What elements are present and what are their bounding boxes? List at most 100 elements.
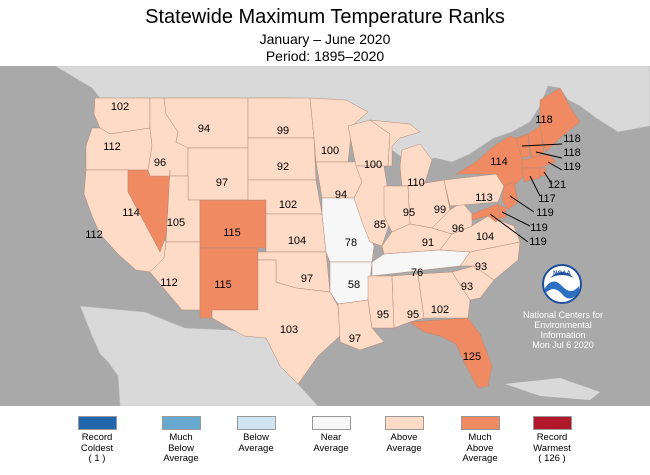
legend-item: Below Average bbox=[216, 416, 296, 454]
rank-label-nc: 93 bbox=[475, 261, 487, 273]
rank-label-pa: 113 bbox=[475, 192, 493, 204]
rank-label-ma: 119 bbox=[563, 161, 581, 173]
leader-lines bbox=[489, 143, 563, 243]
rank-label-ut: 105 bbox=[167, 217, 185, 229]
noaa-logo-bird bbox=[550, 272, 574, 278]
rank-label-mi: 110 bbox=[407, 177, 425, 189]
state-ri bbox=[539, 167, 547, 177]
rank-label-ks: 104 bbox=[288, 235, 306, 247]
rank-label-me: 118 bbox=[535, 114, 553, 126]
state-pa bbox=[443, 173, 505, 207]
state-sd bbox=[247, 137, 317, 181]
leader-line-md bbox=[489, 213, 529, 243]
rank-label-wy: 97 bbox=[216, 177, 228, 189]
leader-line-ct bbox=[529, 175, 541, 197]
rank-label-wv: 96 bbox=[452, 223, 464, 235]
rank-label-ar: 58 bbox=[348, 279, 360, 291]
credit-line-1: National Centers for bbox=[523, 310, 603, 320]
legend-item: Record Warmest ( 126 ) bbox=[512, 416, 592, 465]
date-range: January – June 2020 bbox=[259, 31, 391, 47]
rank-label-md: 119 bbox=[529, 236, 547, 248]
noaa-logo: NOAA bbox=[542, 264, 582, 304]
rank-label-tx: 103 bbox=[280, 324, 298, 336]
legend: Record Coldest ( 1 ) Much Below Average Be… bbox=[0, 406, 650, 475]
rank-label-sd: 92 bbox=[277, 161, 289, 173]
leader-line-vt bbox=[521, 143, 563, 147]
rank-label-ri: 121 bbox=[548, 179, 566, 191]
state-sc bbox=[451, 265, 495, 301]
rank-label-mn: 100 bbox=[321, 145, 339, 157]
leader-line-ma bbox=[547, 161, 563, 171]
legend-swatch bbox=[161, 416, 201, 430]
rank-label-tn: 76 bbox=[411, 267, 423, 279]
state-nh bbox=[527, 125, 545, 161]
leader-line-ri bbox=[543, 171, 553, 185]
rank-label-ia: 94 bbox=[335, 189, 347, 201]
rank-label-wa: 102 bbox=[111, 101, 129, 113]
rank-label-va: 104 bbox=[476, 231, 494, 243]
legend-label: Much Below Average bbox=[163, 432, 199, 464]
legend-label: Above Average bbox=[386, 432, 422, 454]
rank-label-id: 96 bbox=[154, 157, 166, 169]
legend-swatch bbox=[532, 416, 572, 430]
rank-label-co: 115 bbox=[223, 227, 241, 239]
rank-label-sc: 93 bbox=[461, 281, 473, 293]
rank-label-nj: 119 bbox=[536, 207, 554, 219]
state-ms bbox=[367, 275, 395, 329]
rank-label-ms: 95 bbox=[377, 309, 389, 321]
legend-item: Near Average bbox=[291, 416, 371, 454]
rank-label-fl: 125 bbox=[463, 351, 481, 363]
rank-label-nm: 115 bbox=[214, 279, 232, 291]
legend-label: Much Above Average bbox=[462, 432, 498, 464]
legend-swatch bbox=[384, 416, 424, 430]
legend-label: Record Coldest ( 1 ) bbox=[80, 432, 114, 464]
state-ct bbox=[521, 167, 541, 183]
rank-label-in: 95 bbox=[403, 207, 415, 219]
legend-swatch bbox=[311, 416, 351, 430]
mexico-landmass bbox=[79, 305, 319, 406]
state-ma bbox=[521, 153, 557, 169]
credit-date: Mon Jul 6 2020 bbox=[532, 340, 594, 350]
legend-item: Record Coldest ( 1 ) bbox=[57, 416, 137, 465]
rank-label-oh: 99 bbox=[434, 204, 446, 216]
legend-item: Above Average bbox=[364, 416, 444, 454]
state-wy bbox=[187, 147, 249, 201]
legend-item: Much Above Average bbox=[440, 416, 520, 465]
rank-label-wi: 100 bbox=[364, 159, 382, 171]
state-tx bbox=[211, 259, 341, 385]
period-of-record: Period: 1895–2020 bbox=[265, 48, 385, 64]
rank-label-ct: 117 bbox=[538, 193, 556, 205]
state-co bbox=[199, 199, 267, 249]
state-md bbox=[471, 203, 501, 223]
rank-label-ga: 102 bbox=[431, 304, 449, 316]
legend-label: Record Warmest ( 126 ) bbox=[533, 432, 571, 464]
state-mn bbox=[309, 97, 369, 163]
map-title: Statewide Maximum Temperature Ranks bbox=[145, 6, 505, 28]
rank-label-ny: 114 bbox=[490, 156, 508, 168]
legend-swatch bbox=[77, 416, 117, 430]
rank-label-ne: 102 bbox=[279, 199, 297, 211]
rank-label-nd: 99 bbox=[277, 125, 289, 137]
leader-line-nh bbox=[535, 151, 563, 159]
legend-swatch bbox=[236, 416, 276, 430]
rank-label-ca: 112 bbox=[85, 229, 103, 241]
leader-line-de bbox=[501, 211, 531, 227]
map-header: Statewide Maximum Temperature Ranks Janu… bbox=[0, 0, 650, 66]
rank-label-il: 85 bbox=[374, 219, 386, 231]
legend-swatch bbox=[460, 416, 500, 430]
legend-item: Much Below Average bbox=[141, 416, 221, 465]
noaa-logo-text: NOAA bbox=[553, 271, 571, 277]
state-fl bbox=[409, 317, 493, 389]
rank-label-de: 119 bbox=[530, 222, 548, 234]
rank-label-nh: 118 bbox=[563, 147, 581, 159]
rank-labels: 102 112 112 114 96 94 97 105 112 115 115 99 92 102 104… bbox=[85, 101, 581, 363]
credit-line-2: Environmental bbox=[534, 320, 592, 330]
rank-label-al: 95 bbox=[407, 309, 419, 321]
rank-label-nv: 114 bbox=[122, 207, 140, 219]
state-il bbox=[353, 165, 393, 247]
rank-label-vt: 118 bbox=[563, 133, 581, 145]
rank-label-mo: 78 bbox=[345, 237, 357, 249]
state-al bbox=[391, 273, 425, 329]
us-rank-map: 102 112 112 114 96 94 97 105 112 115 115 99 92 102 104… bbox=[0, 66, 650, 406]
rank-label-ok: 97 bbox=[301, 273, 313, 285]
